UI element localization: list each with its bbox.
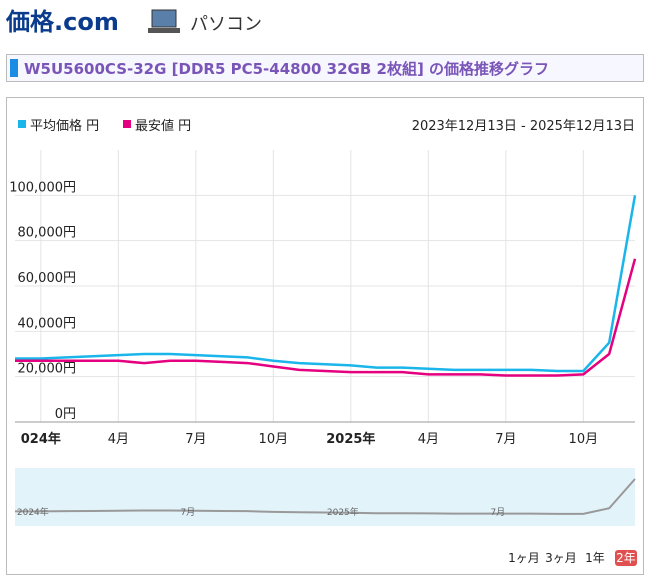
legend-swatch xyxy=(123,120,131,128)
range-button[interactable]: 1年 xyxy=(585,551,605,565)
x-tick-label: 10月 xyxy=(259,432,289,447)
y-tick-label: 100,000円 xyxy=(9,180,76,195)
pc-icon-base xyxy=(148,28,180,33)
date-range: 2023年12月13日 - 2025年12月13日 xyxy=(412,119,635,134)
y-tick-label: 20,000円 xyxy=(18,362,77,377)
series-line xyxy=(15,478,636,515)
x-tick-label: 7月 xyxy=(185,432,206,447)
pc-icon xyxy=(151,9,177,28)
x-tick-label: 10月 xyxy=(569,432,599,447)
legend-label: 平均価格 円 xyxy=(30,118,99,134)
range-button[interactable]: 3ヶ月 xyxy=(545,551,577,565)
series-line xyxy=(15,195,637,373)
legend-swatch xyxy=(18,120,26,128)
logo[interactable]: 価格.com xyxy=(5,8,119,36)
navigator-label: 7月 xyxy=(180,507,195,518)
x-tick-label: 2025年 xyxy=(326,431,375,447)
range-button[interactable]: 1ヶ月 xyxy=(508,551,540,565)
title-marker xyxy=(10,59,18,77)
navigator[interactable] xyxy=(15,468,635,526)
range-button-bg xyxy=(615,550,637,566)
series-line xyxy=(15,258,637,377)
x-tick-label: 024年 xyxy=(21,431,61,447)
range-button[interactable]: 2年 xyxy=(616,551,636,565)
chart: 平均価格 円 最安値 円 024年 4月 7月 10月 2025年 4月 7月 10月 0円 20,0… xyxy=(9,118,637,566)
page-title: W5U5600CS-32G [DDR5 PC5-44800 32GB 2枚組] … xyxy=(24,60,549,78)
x-tick-label: 4月 xyxy=(108,432,129,447)
y-tick-label: 80,000円 xyxy=(18,226,77,241)
title-bar xyxy=(6,54,644,82)
navigator-label: 2024年 xyxy=(17,506,49,518)
x-tick-label: 7月 xyxy=(495,432,516,447)
navigator-label: 2025年 xyxy=(327,506,359,518)
navigator-label: 7月 xyxy=(490,507,505,518)
legend-label: 最安値 円 xyxy=(135,118,191,134)
y-tick-label: 40,000円 xyxy=(18,316,77,331)
x-tick-label: 4月 xyxy=(418,432,439,447)
y-tick-label: 60,000円 xyxy=(18,271,77,286)
section: パソコン xyxy=(190,14,262,35)
y-tick-label: 0円 xyxy=(55,407,76,422)
